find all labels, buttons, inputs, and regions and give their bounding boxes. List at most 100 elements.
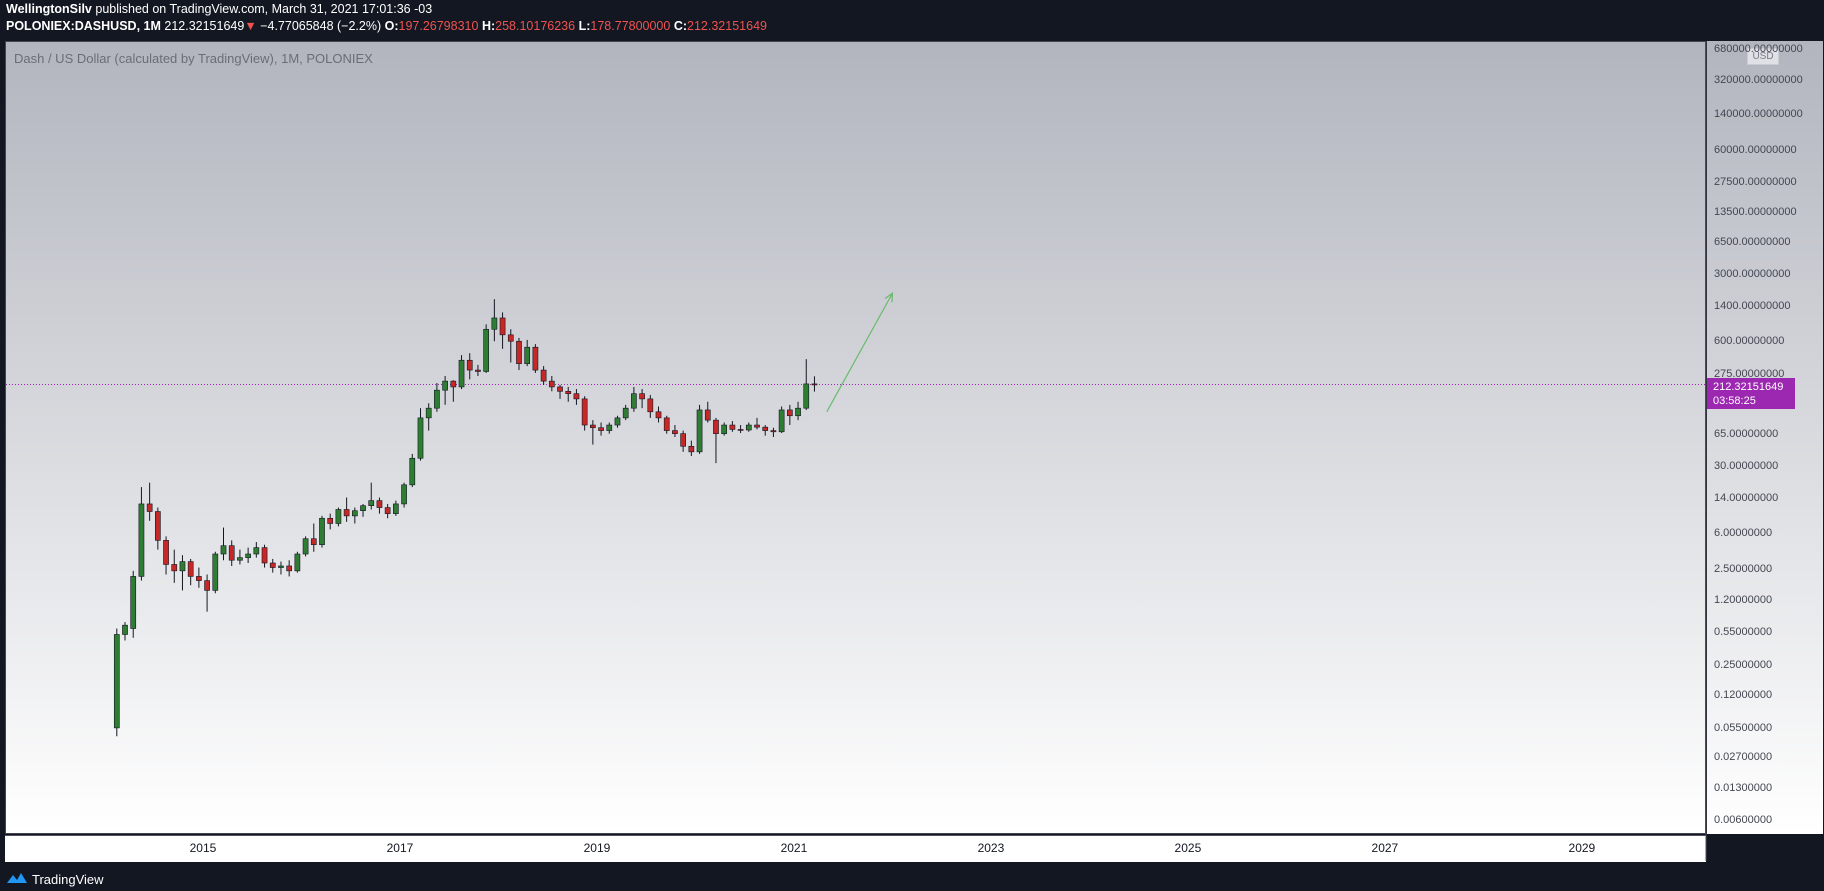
candle-down xyxy=(704,409,711,421)
y-tick-label: 0.25000000 xyxy=(1714,658,1773,671)
candle-down xyxy=(573,393,580,400)
candle-down xyxy=(516,340,522,364)
candle-up xyxy=(458,359,465,388)
candle-up xyxy=(138,503,145,577)
candle-down xyxy=(729,424,736,430)
price-change: −4.77065848 (−2.2%) xyxy=(260,19,382,33)
candle-up xyxy=(401,484,407,505)
y-tick-label: 30.00000000 xyxy=(1714,459,1779,472)
candle-up xyxy=(319,517,325,546)
candle-up xyxy=(335,509,342,524)
currency-badge[interactable]: USD xyxy=(1747,48,1779,65)
candle-down xyxy=(737,429,744,431)
candle-up xyxy=(434,389,440,409)
candle-down xyxy=(384,507,391,514)
open-label: O: xyxy=(384,19,399,33)
candle-down xyxy=(163,540,169,565)
time-axis[interactable] xyxy=(5,835,1706,862)
candle-down xyxy=(171,564,178,572)
projection-arrow-head xyxy=(884,292,894,303)
x-tick-label: 2027 xyxy=(1371,841,1399,855)
publish-info: WellingtonSilv published on TradingView.… xyxy=(6,2,432,16)
candle-down xyxy=(269,562,276,568)
candle-up xyxy=(302,538,309,555)
candle-down xyxy=(647,398,654,413)
candle-down xyxy=(499,317,506,336)
candle-down xyxy=(680,433,686,447)
candle-up xyxy=(721,424,728,434)
tradingview-logo-icon[interactable] xyxy=(6,871,28,885)
candle-down xyxy=(688,445,695,453)
candle-down xyxy=(310,538,317,546)
y-tick-label: 140000.00000000 xyxy=(1714,108,1803,121)
candle-down xyxy=(286,565,293,572)
symbol-name: POLONIEX:DASHUSD, 1M xyxy=(6,19,161,33)
candle-up xyxy=(122,624,128,635)
candle-up xyxy=(622,407,629,419)
candle-up xyxy=(253,547,260,555)
y-tick-label: 6500.00000000 xyxy=(1714,236,1791,249)
candle-up xyxy=(212,553,219,591)
y-tick-label: 27500.00000000 xyxy=(1714,176,1797,189)
y-tick-label: 1.20000000 xyxy=(1714,593,1773,606)
candle-up xyxy=(351,510,358,517)
candle-up xyxy=(425,407,432,419)
candle-down xyxy=(540,369,547,382)
candle-down xyxy=(261,547,268,564)
y-tick-label: 14.00000000 xyxy=(1714,491,1779,504)
candle-down xyxy=(475,369,481,372)
x-tick-label: 2029 xyxy=(1568,841,1596,855)
candle-up xyxy=(220,545,227,555)
candle-down xyxy=(187,561,194,577)
candle-down xyxy=(146,503,153,512)
chart-title: Dash / US Dollar (calculated by TradingV… xyxy=(14,51,373,66)
candle-down xyxy=(754,424,760,428)
low-label: L: xyxy=(578,19,591,33)
y-tick-label: 3000.00000000 xyxy=(1714,268,1791,281)
candle-up xyxy=(179,561,186,572)
candle-down xyxy=(655,411,662,419)
candle-up xyxy=(130,576,137,629)
candle-up xyxy=(606,424,613,431)
price-axis[interactable] xyxy=(1707,41,1823,834)
candle-up xyxy=(442,380,448,391)
candle-down xyxy=(154,511,161,541)
candle-up xyxy=(245,553,251,558)
candle-up xyxy=(614,417,621,426)
candle-down xyxy=(204,580,210,591)
candle-down xyxy=(228,545,235,561)
y-tick-label: 0.55000000 xyxy=(1714,626,1773,639)
candle-down xyxy=(713,419,719,434)
candle-down xyxy=(762,426,769,431)
y-tick-label: 0.02700000 xyxy=(1714,751,1773,764)
candle-down xyxy=(672,430,678,434)
x-tick-label: 2015 xyxy=(189,841,217,855)
candle-down xyxy=(565,391,572,394)
last-price: 212.32151649 xyxy=(164,19,245,33)
down-arrow-icon: ▼ xyxy=(244,19,257,33)
y-tick-label: 13500.00000000 xyxy=(1714,205,1797,218)
footer-bar: TradingView xyxy=(0,863,1824,891)
candle-up xyxy=(237,557,243,561)
candle-down xyxy=(376,500,383,508)
footer-brand[interactable]: TradingView xyxy=(32,872,104,887)
y-tick-label: 275.00000000 xyxy=(1714,367,1785,380)
y-tick-label: 0.12000000 xyxy=(1714,689,1773,702)
candle-down xyxy=(581,398,588,426)
y-tick-label: 320000.00000000 xyxy=(1714,74,1803,87)
candle-down xyxy=(557,386,563,392)
x-tick-label: 2023 xyxy=(977,841,1005,855)
candle-up xyxy=(524,346,531,364)
low-value: 178.77800000 xyxy=(590,19,671,33)
chart-pane[interactable] xyxy=(5,41,1706,834)
candle-down xyxy=(639,393,645,400)
candle-down xyxy=(663,417,670,431)
author-name[interactable]: WellingtonSilv xyxy=(6,2,92,16)
high-value: 258.10176236 xyxy=(495,19,576,33)
candle-up xyxy=(696,409,703,453)
candle-up xyxy=(483,328,489,372)
candle-up xyxy=(417,417,424,459)
candle-down xyxy=(532,346,539,371)
current-price-label: 212.32151649 03:58:25 xyxy=(1707,378,1795,409)
